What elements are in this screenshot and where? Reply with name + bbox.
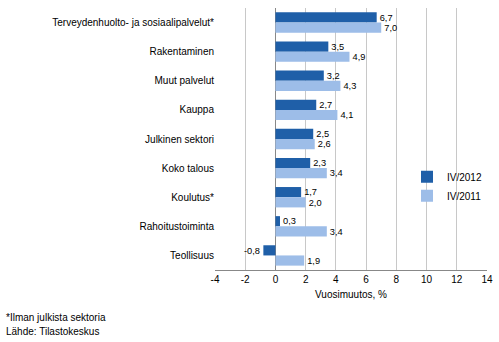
svg-text:Lähde: Tilastokeskus: Lähde: Tilastokeskus	[6, 326, 99, 337]
svg-text:3,2: 3,2	[327, 71, 340, 81]
svg-text:*Ilman julkista sektoria: *Ilman julkista sektoria	[6, 312, 106, 323]
svg-text:4: 4	[333, 274, 339, 285]
svg-text:3,4: 3,4	[330, 168, 343, 178]
svg-text:10: 10	[421, 274, 433, 285]
svg-text:1,9: 1,9	[307, 256, 320, 266]
svg-text:Koko talous: Koko talous	[162, 163, 214, 174]
svg-text:7,0: 7,0	[384, 23, 397, 33]
svg-text:Rahoitustoiminta: Rahoitustoiminta	[140, 221, 215, 232]
svg-text:IV/2012: IV/2012	[447, 172, 482, 183]
svg-text:-4: -4	[211, 274, 220, 285]
svg-text:4,1: 4,1	[340, 110, 353, 120]
svg-text:0: 0	[273, 274, 279, 285]
svg-text:Vuosimuutos, %: Vuosimuutos, %	[315, 289, 387, 300]
svg-text:4,9: 4,9	[353, 52, 366, 62]
svg-text:2,5: 2,5	[316, 129, 329, 139]
svg-text:4,3: 4,3	[343, 81, 356, 91]
svg-text:2,3: 2,3	[313, 158, 326, 168]
svg-text:2: 2	[303, 274, 309, 285]
svg-text:Julkinen sektori: Julkinen sektori	[145, 134, 214, 145]
svg-text:12: 12	[451, 274, 463, 285]
svg-text:6: 6	[363, 274, 369, 285]
svg-text:-2: -2	[241, 274, 250, 285]
svg-text:Terveydenhuolto- ja sosiaalipa: Terveydenhuolto- ja sosiaalipalvelut*	[52, 17, 214, 28]
svg-text:Kauppa: Kauppa	[180, 104, 215, 115]
svg-text:1,7: 1,7	[304, 187, 317, 197]
svg-text:2,6: 2,6	[318, 139, 331, 149]
svg-text:Rakentaminen: Rakentaminen	[150, 46, 214, 57]
svg-text:3,5: 3,5	[331, 42, 344, 52]
svg-text:-0,8: -0,8	[244, 246, 260, 256]
svg-text:2,7: 2,7	[319, 100, 332, 110]
svg-text:Muut palvelut: Muut palvelut	[155, 75, 215, 86]
svg-text:3,4: 3,4	[330, 227, 343, 237]
svg-text:0,3: 0,3	[283, 216, 296, 226]
svg-text:8: 8	[394, 274, 400, 285]
svg-text:2,0: 2,0	[309, 198, 322, 208]
svg-text:6,7: 6,7	[380, 13, 393, 23]
svg-text:Teollisuus: Teollisuus	[170, 250, 214, 261]
svg-text:Koulutus*: Koulutus*	[171, 192, 214, 203]
svg-text:14: 14	[481, 274, 493, 285]
svg-text:IV/2011: IV/2011	[447, 191, 481, 202]
